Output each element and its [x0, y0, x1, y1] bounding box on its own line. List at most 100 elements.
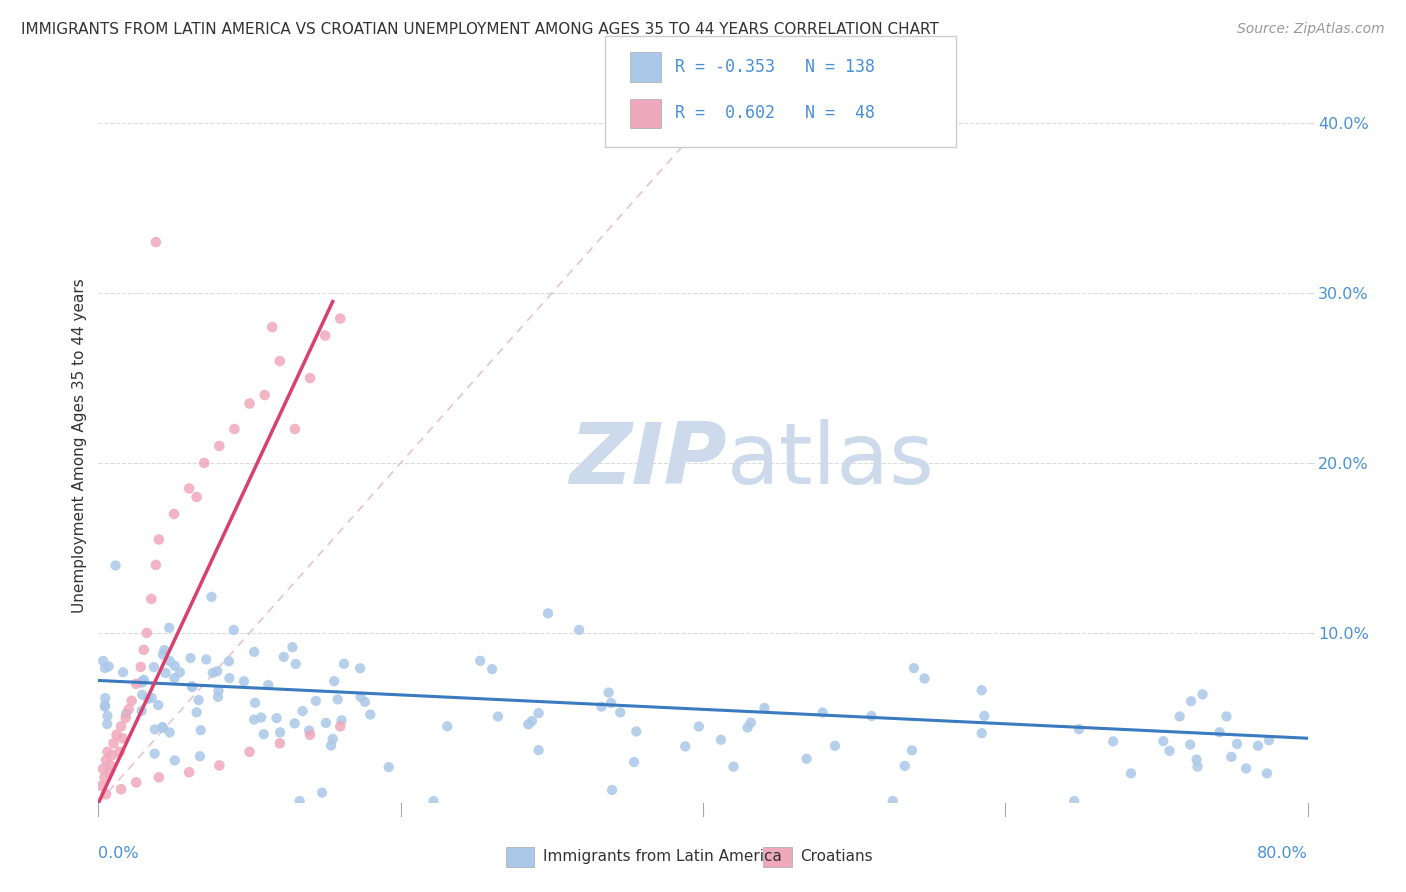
- Point: [517, 717, 540, 731]
- Point: [132, 673, 155, 687]
- Point: [129, 660, 152, 674]
- Point: [94, 698, 117, 713]
- Point: [96, 745, 118, 759]
- Point: [125, 775, 148, 789]
- Point: [218, 671, 240, 685]
- Point: [1215, 709, 1237, 723]
- Point: [329, 311, 352, 326]
- Point: [537, 607, 560, 621]
- Point: [188, 749, 211, 764]
- Point: [1067, 722, 1090, 736]
- Point: [1102, 734, 1125, 748]
- Point: [179, 482, 201, 496]
- Point: [97, 659, 120, 673]
- Point: [111, 731, 134, 746]
- Point: [218, 654, 240, 668]
- Point: [673, 739, 696, 754]
- Point: [195, 652, 218, 666]
- Point: [141, 591, 163, 606]
- Point: [1258, 733, 1281, 747]
- Point: [298, 723, 321, 738]
- Point: [100, 758, 122, 772]
- Point: [262, 320, 284, 334]
- Point: [288, 794, 311, 808]
- Point: [93, 770, 115, 784]
- Point: [299, 371, 322, 385]
- Point: [269, 725, 291, 739]
- Point: [96, 717, 118, 731]
- Point: [436, 719, 458, 733]
- Point: [314, 328, 336, 343]
- Point: [1180, 694, 1202, 708]
- Point: [824, 739, 846, 753]
- Point: [98, 765, 121, 780]
- Point: [273, 649, 295, 664]
- Point: [1187, 759, 1209, 773]
- Point: [568, 623, 591, 637]
- Point: [1208, 725, 1230, 739]
- Point: [284, 422, 307, 436]
- Point: [1256, 766, 1278, 780]
- Point: [152, 648, 174, 662]
- Point: [239, 396, 262, 410]
- Point: [1152, 734, 1174, 748]
- Point: [901, 743, 924, 757]
- Point: [266, 711, 288, 725]
- Point: [163, 754, 186, 768]
- Point: [481, 662, 503, 676]
- Point: [132, 643, 155, 657]
- Point: [1191, 687, 1213, 701]
- Point: [269, 736, 291, 750]
- Point: [125, 677, 148, 691]
- Point: [600, 783, 623, 797]
- Point: [152, 720, 174, 734]
- Point: [1220, 749, 1243, 764]
- Point: [187, 693, 209, 707]
- Text: R =  0.602   N =  48: R = 0.602 N = 48: [675, 104, 875, 122]
- Point: [159, 725, 181, 739]
- Point: [291, 704, 314, 718]
- Text: Croatians: Croatians: [800, 849, 873, 863]
- Point: [186, 490, 208, 504]
- Point: [201, 665, 224, 680]
- Point: [359, 707, 381, 722]
- Point: [470, 654, 492, 668]
- Point: [349, 690, 371, 704]
- Point: [143, 723, 166, 737]
- Point: [740, 715, 762, 730]
- Point: [207, 683, 229, 698]
- Point: [101, 748, 124, 763]
- Text: atlas: atlas: [727, 418, 935, 502]
- Point: [349, 661, 371, 675]
- Point: [250, 710, 273, 724]
- Point: [281, 640, 304, 655]
- Point: [142, 660, 165, 674]
- Point: [973, 708, 995, 723]
- Point: [163, 507, 186, 521]
- Point: [103, 736, 125, 750]
- Point: [169, 665, 191, 680]
- Point: [243, 645, 266, 659]
- Point: [94, 699, 117, 714]
- Point: [207, 690, 229, 704]
- Point: [269, 354, 291, 368]
- Point: [598, 685, 620, 699]
- Point: [737, 721, 759, 735]
- Point: [1168, 709, 1191, 723]
- Point: [243, 713, 266, 727]
- Point: [970, 683, 993, 698]
- Point: [1159, 744, 1181, 758]
- Point: [253, 727, 276, 741]
- Point: [131, 704, 153, 718]
- Text: IMMIGRANTS FROM LATIN AMERICA VS CROATIAN UNEMPLOYMENT AMONG AGES 35 TO 44 YEARS: IMMIGRANTS FROM LATIN AMERICA VS CROATIA…: [21, 22, 939, 37]
- Point: [311, 786, 333, 800]
- Point: [754, 701, 776, 715]
- Point: [222, 623, 245, 637]
- Point: [284, 716, 307, 731]
- Point: [118, 702, 141, 716]
- Point: [422, 794, 444, 808]
- Point: [326, 692, 349, 706]
- Point: [315, 715, 337, 730]
- Point: [354, 695, 377, 709]
- Point: [180, 651, 202, 665]
